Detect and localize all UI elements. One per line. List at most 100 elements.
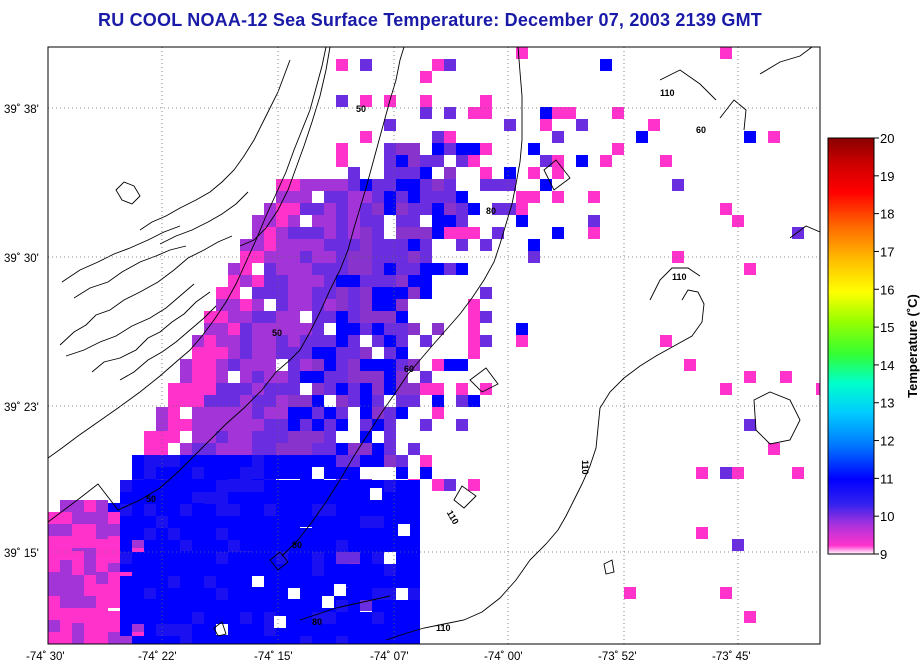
sst-pixel (384, 576, 396, 588)
sst-pixel (84, 560, 96, 572)
sst-pixel (240, 251, 252, 263)
sst-pixel (228, 299, 240, 311)
sst-pixel (588, 191, 600, 203)
sst-pixel (384, 287, 396, 299)
lat-tick-label: 39˚ 23' (4, 402, 39, 414)
sst-pixel (456, 155, 468, 167)
contour-label-110a: 110 (436, 623, 451, 633)
sst-pixel (96, 560, 108, 572)
sst-pixel (312, 299, 324, 311)
sst-pixel (360, 612, 372, 624)
sst-pixel (240, 636, 252, 644)
sst-pixel (252, 588, 264, 600)
sst-pixel (432, 179, 444, 191)
sst-pixel (444, 143, 456, 155)
sst-pixel (264, 263, 276, 275)
sst-pixel (216, 528, 228, 540)
sst-pixel (264, 323, 276, 335)
sst-pixel (324, 287, 336, 299)
sst-pixel (432, 191, 444, 203)
sst-pixel (288, 371, 300, 383)
latitude-axis: 39˚ 38' 39˚ 30' 39˚ 23' 39˚ 15' (4, 104, 39, 560)
sst-pixel (396, 191, 408, 203)
sst-pixel (204, 636, 216, 644)
sst-pixel (528, 251, 540, 263)
sst-pixel (396, 600, 408, 612)
sst-pixel (324, 263, 336, 275)
sst-pixel (48, 632, 60, 644)
sst-pixel (324, 564, 336, 576)
sst-pixel (228, 335, 240, 347)
sst-pixel (336, 311, 348, 323)
sst-pixel (576, 155, 588, 167)
sst-pixel (396, 612, 408, 624)
sst-pixel (408, 480, 420, 492)
sst-pixel (264, 371, 276, 383)
sst-pixel (408, 516, 420, 528)
sst-pixel (360, 636, 372, 644)
lon-tick-label: -73˚ 52' (598, 651, 637, 663)
sst-pixel (312, 179, 324, 191)
sst-pixel (384, 335, 396, 347)
sst-pixel (384, 540, 396, 552)
sst-pixel (288, 516, 300, 528)
sst-pixel (516, 335, 528, 347)
sst-pixel (300, 203, 312, 215)
sst-pixel (636, 131, 648, 143)
sst-pixel (396, 155, 408, 167)
sst-pixel (216, 612, 228, 624)
sst-pixel (264, 287, 276, 299)
sst-pixel (288, 311, 300, 323)
sst-pixel (322, 596, 334, 608)
sst-pixel (360, 419, 372, 431)
sst-pixel (288, 287, 300, 299)
sst-pixel (468, 227, 480, 239)
sst-pixel (432, 395, 444, 407)
sst-pixel (84, 536, 96, 548)
sst-pixel (408, 443, 420, 455)
sst-pixel (276, 335, 288, 347)
sst-pixel (132, 516, 144, 528)
sst-pixel (288, 431, 300, 443)
sst-pixel (360, 347, 372, 359)
sst-pixel (456, 419, 468, 431)
sst-pixel (312, 263, 324, 275)
colorbar-tick-label: 17 (880, 244, 894, 259)
sst-pixel (204, 588, 216, 600)
sst-pixel (144, 528, 156, 540)
colorbar-ticks: 20 19 18 17 16 15 14 13 12 11 10 9 (874, 131, 894, 562)
sst-pixel (276, 227, 288, 239)
sst-pixel (408, 227, 420, 239)
sst-pixel (228, 419, 240, 431)
sst-pixel (228, 588, 240, 600)
sst-pixel (384, 443, 396, 455)
sst-pixel (204, 504, 216, 516)
sst-pixel (468, 107, 480, 119)
sst-pixel (252, 455, 264, 467)
sst-pixel (336, 59, 348, 71)
sst-pixel (204, 528, 216, 540)
sst-pixel (216, 552, 228, 564)
sst-pixel (216, 407, 228, 419)
sst-pixel (216, 371, 228, 383)
sst-pixel (396, 383, 408, 395)
contour-label-60b: 60 (696, 125, 706, 135)
sst-pixel (192, 431, 204, 443)
sst-pixel (216, 359, 228, 371)
sst-pixel (180, 516, 192, 528)
sst-pixel (336, 504, 348, 516)
sst-pixel (96, 548, 108, 560)
sst-pixel (228, 347, 240, 359)
sst-pixel (228, 528, 240, 540)
sst-pixel (300, 323, 312, 335)
sst-pixel (396, 239, 408, 251)
sst-pixel (60, 512, 72, 524)
sst-pixel (408, 636, 420, 644)
sst-pixel (288, 492, 300, 504)
sst-pixel (348, 455, 360, 467)
sst-pixel (84, 596, 96, 608)
sst-pixel (120, 516, 132, 528)
sst-pixel (468, 311, 480, 323)
sst-pixel (300, 407, 312, 419)
sst-pixel (168, 407, 180, 419)
